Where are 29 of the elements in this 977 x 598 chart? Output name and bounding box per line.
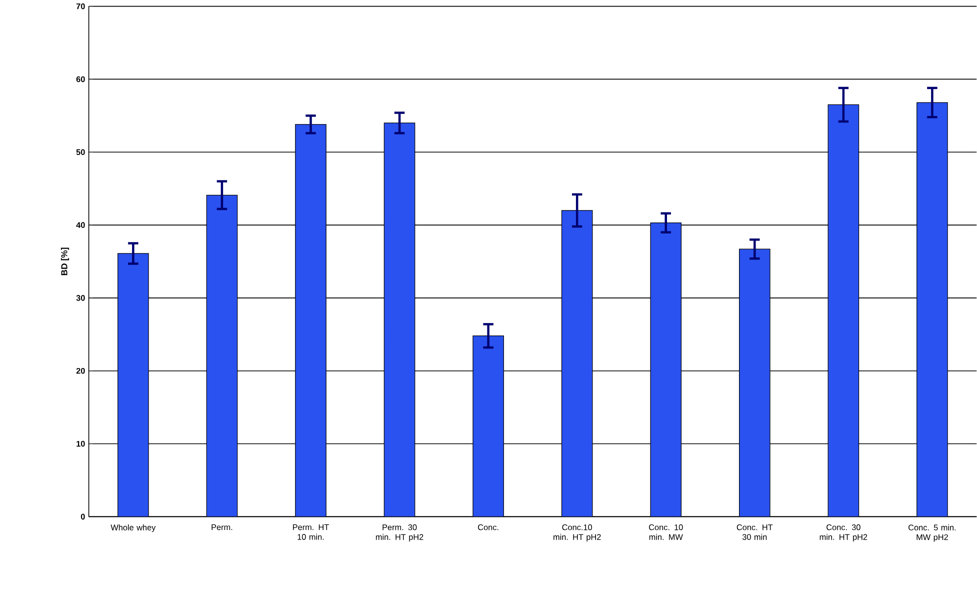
x-tick-label: Perm.	[212, 524, 232, 530]
y-axis-title: BD [%]	[60, 248, 70, 275]
y-tick-label: 20	[76, 368, 85, 374]
bar	[472, 335, 504, 517]
y-tick-label: 10	[76, 440, 85, 446]
bar	[118, 252, 149, 517]
x-tick-label: Conc. HT 30 min	[736, 524, 773, 540]
bar	[295, 124, 326, 517]
x-tick-label: Whole whey	[110, 524, 156, 532]
x-tick-label: Conc.10 min. HT pH2	[554, 524, 601, 542]
bar	[384, 122, 416, 517]
x-tick-label: Perm. HT 10 min.	[293, 524, 329, 540]
bar	[561, 210, 593, 517]
x-tick-label: Conc. 30 min. HT pH2	[820, 524, 868, 542]
x-tick-label: Conc. 10 min. MW	[648, 524, 683, 540]
bar	[738, 248, 770, 517]
bar	[916, 102, 948, 517]
bar	[650, 222, 682, 517]
y-tick-label: 30	[76, 294, 85, 301]
bar	[206, 194, 238, 517]
x-tick-label: Perm. 30 min. HT pH2	[376, 524, 424, 542]
y-tick-label: 60	[76, 76, 85, 82]
y-tick-label: 40	[76, 222, 85, 228]
x-tick-label: Conc.	[478, 524, 498, 530]
bar	[828, 104, 860, 517]
y-tick-label: 70	[76, 3, 85, 10]
y-tick-label: 0	[80, 514, 85, 520]
x-tick-label: Conc. 5 min. MW pH2	[908, 524, 956, 542]
y-tick-label: 50	[76, 149, 85, 155]
